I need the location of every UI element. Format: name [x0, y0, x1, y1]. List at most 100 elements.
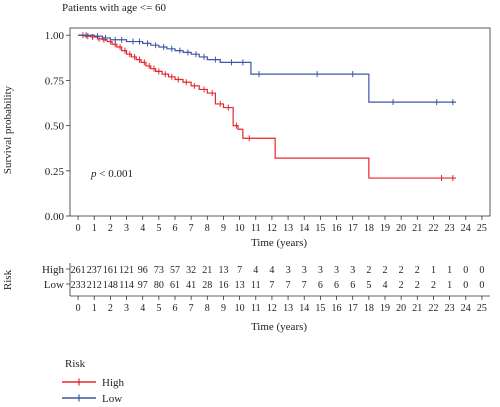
- risk-x-tick-label: 10: [235, 303, 245, 314]
- x-tick-label: 13: [283, 223, 293, 234]
- risk-count-low: 4: [383, 280, 388, 291]
- legend: Risk High Low: [62, 358, 125, 405]
- y-tick-label: 0.25: [45, 166, 65, 178]
- survival-curve-high: [78, 34, 457, 179]
- risk-count-low: 233: [71, 280, 86, 291]
- risk-count-low: 0: [479, 280, 484, 291]
- risk-count-low: 11: [251, 280, 261, 291]
- risk-count-high: 2: [383, 265, 388, 276]
- risk-count-low: 7: [286, 280, 291, 291]
- y-tick-label: 0.50: [45, 121, 65, 133]
- y-tick-label: 0.75: [45, 75, 65, 87]
- risk-x-tick-label: 6: [173, 303, 178, 314]
- plot-frame: [69, 27, 491, 217]
- risk-count-low: 6: [334, 280, 339, 291]
- risk-count-high: 3: [318, 265, 323, 276]
- x-tick-label: 24: [461, 223, 471, 234]
- risk-x-tick-label: 24: [461, 303, 471, 314]
- risk-count-high: 3: [286, 265, 291, 276]
- risk-count-high: 4: [269, 265, 274, 276]
- x-tick-label: 10: [235, 223, 245, 234]
- survival-plot-panel: 0.000.250.500.751.000 1 2 3 4 5 6 7 8 9 10 11 12 13 14…: [45, 27, 491, 234]
- risk-x-tick-label: 11: [251, 303, 261, 314]
- risk-count-low: 2: [399, 280, 404, 291]
- risk-count-high: 32: [186, 265, 196, 276]
- risk-count-low: 2: [431, 280, 436, 291]
- risk-count-high: 2: [415, 265, 420, 276]
- risk-count-low: 28: [202, 280, 212, 291]
- x-tick-label: 25: [477, 223, 487, 234]
- y-tick-label: 1.00: [45, 30, 65, 42]
- x-tick-label: 8: [205, 223, 210, 234]
- legend-label-high: High: [102, 377, 125, 389]
- x-tick-label: 3: [124, 223, 129, 234]
- risk-x-tick-label: 21: [412, 303, 422, 314]
- risk-count-low: 41: [186, 280, 196, 291]
- x-tick-label: 6: [173, 223, 178, 234]
- risk-x-tick-label: 16: [332, 303, 342, 314]
- risk-x-tick-label: 23: [445, 303, 455, 314]
- x-tick-label: 17: [348, 223, 358, 234]
- x-tick-label: 11: [251, 223, 261, 234]
- risk-x-tick-label: 3: [124, 303, 129, 314]
- risk-x-tick-label: 5: [156, 303, 161, 314]
- risk-count-low: 7: [302, 280, 307, 291]
- x-tick-label: 20: [396, 223, 406, 234]
- x-tick-label: 14: [299, 223, 309, 234]
- risk-count-low: 1: [447, 280, 452, 291]
- x-tick-label: 19: [380, 223, 390, 234]
- x-tick-label: 22: [428, 223, 438, 234]
- risk-x-tick-label: 7: [189, 303, 194, 314]
- risk-count-high: 2: [366, 265, 371, 276]
- legend-title: Risk: [65, 358, 86, 370]
- risk-count-low: 13: [235, 280, 245, 291]
- risk-count-high: 237: [87, 265, 102, 276]
- risk-count-low: 6: [350, 280, 355, 291]
- x-axis-label: Time (years): [251, 237, 307, 249]
- x-tick-label: 18: [364, 223, 374, 234]
- risk-x-tick-label: 8: [205, 303, 210, 314]
- risk-count-low: 7: [269, 280, 274, 291]
- risk-x-tick-label: 0: [76, 303, 81, 314]
- risk-x-tick-label: 9: [221, 303, 226, 314]
- risk-count-high: 21: [202, 265, 212, 276]
- risk-count-high: 96: [138, 265, 148, 276]
- risk-count-high: 3: [350, 265, 355, 276]
- risk-table-x-axis-label: Time (years): [251, 321, 307, 333]
- risk-row-label-high: High: [42, 264, 65, 276]
- risk-x-tick-label: 1: [92, 303, 97, 314]
- risk-x-tick-label: 19: [380, 303, 390, 314]
- risk-count-low: 5: [366, 280, 371, 291]
- risk-count-high: 73: [154, 265, 164, 276]
- risk-count-high: 7: [237, 265, 242, 276]
- y-axis-label: Survival probability: [2, 85, 14, 174]
- risk-x-tick-label: 4: [140, 303, 145, 314]
- legend-label-low: Low: [102, 393, 122, 405]
- x-tick-label: 4: [140, 223, 145, 234]
- p-value-annotation: p < 0.001: [90, 168, 133, 180]
- risk-x-tick-label: 20: [396, 303, 406, 314]
- x-tick-label: 12: [267, 223, 277, 234]
- x-tick-label: 1: [92, 223, 97, 234]
- x-tick-label: 21: [412, 223, 422, 234]
- risk-count-low: 114: [119, 280, 134, 291]
- risk-x-tick-label: 2: [108, 303, 113, 314]
- risk-x-tick-label: 12: [267, 303, 277, 314]
- risk-x-tick-label: 22: [428, 303, 438, 314]
- risk-x-tick-label: 18: [364, 303, 374, 314]
- risk-count-low: 148: [103, 280, 118, 291]
- risk-x-tick-label: 15: [315, 303, 325, 314]
- risk-x-tick-label: 13: [283, 303, 293, 314]
- x-tick-label: 9: [221, 223, 226, 234]
- risk-row-label-low: Low: [44, 279, 64, 291]
- risk-count-high: 161: [103, 265, 118, 276]
- risk-count-high: 13: [218, 265, 228, 276]
- legend-items: High Low: [62, 377, 125, 405]
- risk-count-low: 97: [138, 280, 148, 291]
- risk-count-high: 57: [170, 265, 180, 276]
- risk-count-low: 0: [463, 280, 468, 291]
- x-tick-label: 2: [108, 223, 113, 234]
- risk-count-high: 3: [302, 265, 307, 276]
- risk-count-high: 3: [334, 265, 339, 276]
